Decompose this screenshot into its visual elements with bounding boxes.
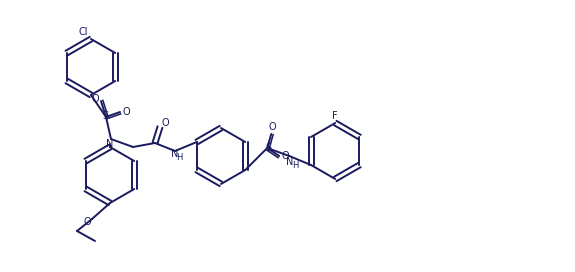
Text: H: H bbox=[176, 153, 182, 162]
Text: S: S bbox=[102, 111, 108, 121]
Text: O: O bbox=[83, 217, 91, 227]
Text: O: O bbox=[161, 118, 169, 128]
Text: O: O bbox=[269, 122, 276, 132]
Text: N: N bbox=[286, 157, 293, 167]
Text: S: S bbox=[265, 143, 271, 153]
Text: N: N bbox=[106, 139, 114, 149]
Text: O: O bbox=[122, 107, 130, 117]
Text: F: F bbox=[332, 111, 338, 121]
Text: O: O bbox=[281, 151, 289, 161]
Text: H: H bbox=[292, 162, 298, 171]
Text: N: N bbox=[171, 149, 179, 159]
Text: O: O bbox=[91, 94, 99, 104]
Text: Cl: Cl bbox=[78, 27, 88, 37]
